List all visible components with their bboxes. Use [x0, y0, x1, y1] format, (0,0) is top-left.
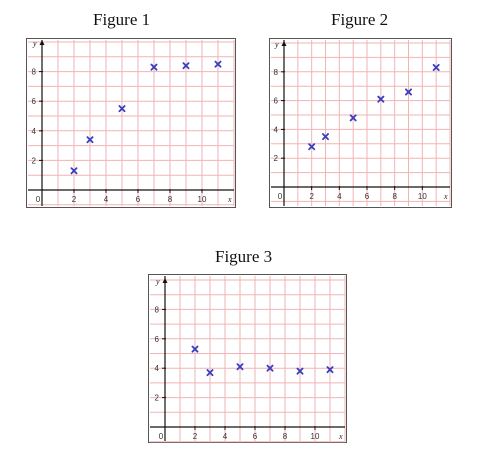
x-tick-label: 4 — [337, 192, 342, 201]
y-tick-label: 8 — [155, 305, 160, 314]
y-tick-label: 8 — [274, 68, 279, 77]
y-axis-label: y — [155, 277, 160, 286]
x-tick-label: 4 — [104, 195, 109, 204]
figure-1-plot: 2 4 6 8 0 2 4 6 8 10 y x — [26, 38, 236, 208]
figure-2-title: Figure 2 — [331, 10, 389, 29]
y-tick-label: 8 — [32, 68, 37, 77]
data-point — [349, 114, 357, 122]
data-point — [322, 133, 329, 141]
data-point — [296, 367, 304, 375]
y-axis-label: y — [274, 40, 279, 49]
x-tick-label: 2 — [309, 192, 314, 201]
y-axis-arrow — [39, 40, 45, 45]
data-point — [118, 105, 126, 113]
y-tick-label: 4 — [32, 127, 37, 136]
x-tick-label: 0 — [159, 432, 164, 441]
data-point — [214, 60, 222, 68]
figure-3-title: Figure 3 — [215, 247, 273, 266]
figure-1-title: Figure 1 — [93, 10, 151, 29]
data-point — [405, 88, 412, 96]
y-tick-label: 2 — [32, 156, 37, 165]
y-tick-label: 6 — [32, 97, 37, 106]
x-tick-label: 6 — [365, 192, 370, 201]
data-point — [182, 62, 190, 70]
x-tick-label: 6 — [136, 195, 141, 204]
x-tick-label: 4 — [223, 432, 228, 441]
x-tick-label: 0 — [36, 195, 41, 204]
x-axis-label: x — [227, 195, 232, 204]
data-point — [206, 369, 214, 377]
x-axis-label: x — [338, 432, 343, 441]
y-tick-label: 6 — [155, 335, 160, 344]
y-axis-arrow — [162, 278, 168, 283]
x-tick-label: 8 — [168, 195, 173, 204]
data-point — [308, 143, 316, 151]
data-point — [150, 63, 158, 71]
data-point — [86, 136, 94, 144]
y-tick-label: 2 — [274, 154, 279, 163]
data-point — [326, 366, 334, 374]
figure-2-plot: 2 4 6 8 0 2 4 6 8 10 y x — [269, 38, 452, 208]
grid-lines — [271, 40, 451, 206]
data-point — [70, 167, 78, 175]
data-point — [432, 63, 440, 71]
data-point — [236, 363, 244, 371]
data-point — [266, 364, 274, 372]
y-tick-label: 4 — [155, 364, 160, 373]
plot-frame — [269, 38, 452, 208]
data-point — [191, 345, 199, 353]
x-axis-label: x — [443, 192, 448, 201]
y-tick-label: 2 — [155, 394, 160, 403]
data-point — [377, 95, 385, 103]
x-tick-label: 10 — [418, 192, 427, 201]
y-axis-arrow — [281, 41, 287, 46]
x-tick-label: 2 — [193, 432, 198, 441]
y-tick-label: 4 — [274, 125, 279, 134]
plot-frame — [26, 38, 236, 208]
x-tick-label: 10 — [198, 195, 207, 204]
figure-3-plot: 2 4 6 8 0 2 4 6 8 10 y x — [148, 274, 347, 443]
x-tick-label: 8 — [283, 432, 288, 441]
x-tick-label: 0 — [278, 192, 283, 201]
plot-frame — [148, 274, 347, 443]
y-axis-label: y — [32, 39, 37, 48]
x-tick-label: 2 — [72, 195, 77, 204]
y-tick-label: 6 — [274, 97, 279, 106]
x-tick-label: 6 — [253, 432, 258, 441]
x-tick-label: 8 — [392, 192, 397, 201]
x-tick-label: 10 — [311, 432, 320, 441]
